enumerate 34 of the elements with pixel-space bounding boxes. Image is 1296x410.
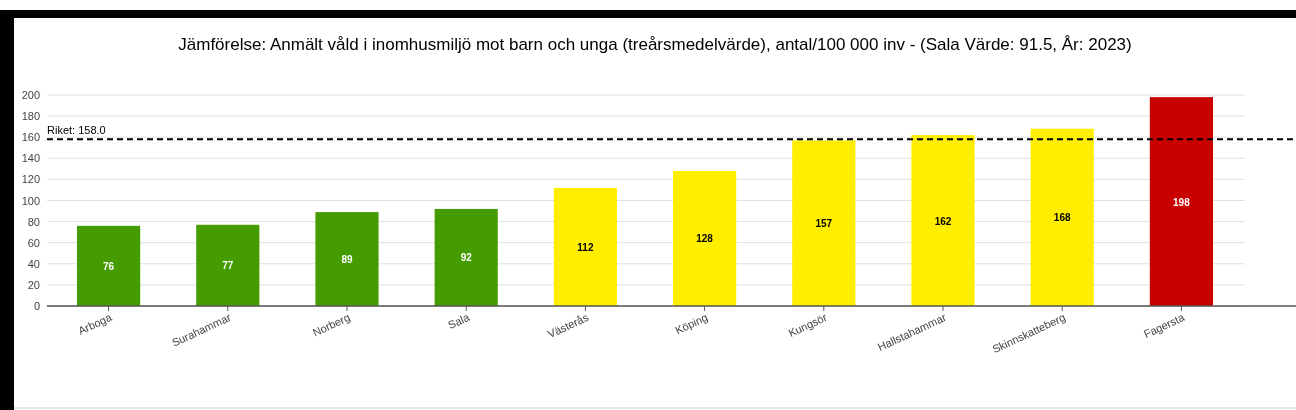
chart-title: Jämförelse: Anmält våld i inomhusmiljö mot barn och unga (treårsmedelvärde), antal/100 000 inv - (Sala Värde: 91.5, År: 2023) xyxy=(178,35,1132,54)
data-label: 198 xyxy=(1173,196,1191,208)
y-tick-label: 60 xyxy=(27,236,40,249)
y-tick-label: 200 xyxy=(21,89,40,101)
y-tick-label: 20 xyxy=(27,278,40,291)
data-label: 76 xyxy=(103,260,115,272)
y-tick-label: 140 xyxy=(21,152,40,165)
x-tick-label: Sala xyxy=(446,310,472,332)
data-label: 157 xyxy=(815,218,833,230)
bar xyxy=(196,224,260,306)
bar xyxy=(792,140,856,306)
y-tick-label: 100 xyxy=(21,194,40,207)
y-tick-label: 80 xyxy=(27,215,40,228)
bar xyxy=(315,212,379,306)
bar xyxy=(911,135,975,306)
data-label: 128 xyxy=(696,233,714,245)
y-tick-label: 160 xyxy=(21,131,40,144)
data-label: 162 xyxy=(934,215,952,227)
data-label: 112 xyxy=(577,241,594,253)
ref-line-label: Riket: 158.0 xyxy=(47,124,106,137)
bar xyxy=(77,225,141,306)
bar xyxy=(673,170,737,306)
data-label: 92 xyxy=(460,252,473,264)
data-label: 77 xyxy=(222,260,234,272)
data-label: 89 xyxy=(341,254,353,266)
data-label: 168 xyxy=(1053,212,1071,224)
bar xyxy=(553,187,617,306)
bar xyxy=(434,208,498,306)
y-tick-label: 0 xyxy=(33,300,40,312)
bar xyxy=(1149,97,1213,306)
y-tick-label: 180 xyxy=(21,110,40,123)
bar xyxy=(1030,128,1094,306)
y-tick-label: 40 xyxy=(27,257,40,270)
y-tick-label: 120 xyxy=(21,173,40,186)
